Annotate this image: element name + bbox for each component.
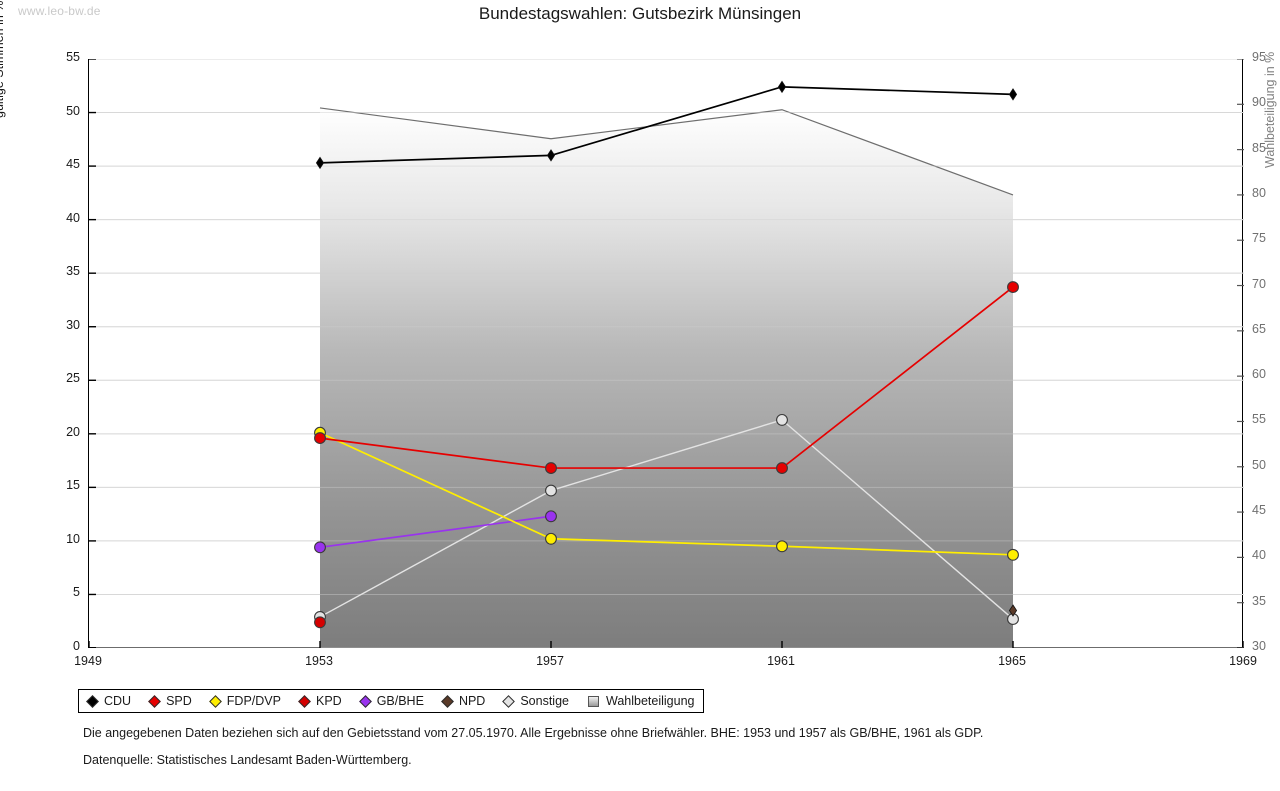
left-axis-tick-label: 40 <box>66 210 80 225</box>
legend-item-kpd[interactable]: KPD <box>298 694 342 708</box>
right-axis-tick-label: 90 <box>1252 95 1266 110</box>
data-point-spd[interactable] <box>314 432 326 445</box>
left-axis-tick-label: 45 <box>66 157 80 172</box>
legend-label: NPD <box>458 694 486 708</box>
footnote-data-note: Die angegebenen Daten beziehen sich auf … <box>83 726 984 740</box>
x-axis-tick-label: 1969 <box>1229 654 1257 668</box>
x-axis-tick-label: 1949 <box>74 654 102 668</box>
data-point-fdp-dvp[interactable] <box>1007 548 1019 561</box>
series-line-sonstige <box>319 419 1014 620</box>
right-axis-tick-label: 75 <box>1252 231 1266 246</box>
left-axis-tick-label: 25 <box>66 371 80 386</box>
legend-diamond-icon <box>86 694 99 708</box>
site-watermark: www.leo-bw.de <box>18 4 101 18</box>
legend-item-spd[interactable]: SPD <box>148 694 192 708</box>
legend-label: SPD <box>166 694 192 708</box>
legend-diamond-icon <box>358 694 372 708</box>
legend-item-fdp-dvp[interactable]: FDP/DVP <box>208 694 281 708</box>
series-line-wahlbeteiligung <box>319 107 1014 196</box>
x-axis-tick-label: 1961 <box>767 654 795 668</box>
chart-legend: CDU SPD FDP/DVP KPD GB/BHE NPD Sonstige Wahlbet… <box>78 689 705 713</box>
data-point-spd[interactable] <box>1007 281 1019 294</box>
right-axis-tick-label: 95 <box>1252 50 1266 64</box>
data-point-sonstige[interactable] <box>545 484 557 497</box>
right-axis-tick-label: 30 <box>1252 639 1266 653</box>
plot-area <box>88 59 1244 648</box>
x-axis-tick-label: 1953 <box>305 654 333 668</box>
chart-title: Bundestagswahlen: Gutsbezirk Münsingen <box>478 4 802 23</box>
x-axis-tick-label: 1957 <box>536 654 564 668</box>
data-point-npd[interactable] <box>1008 604 1018 617</box>
data-point-gb-bhe[interactable] <box>545 510 557 523</box>
data-point-spd[interactable] <box>545 462 557 475</box>
footnote-data-source: Datenquelle: Statistisches Landesamt Bad… <box>83 753 412 767</box>
legend-item-sonstige[interactable]: Sonstige <box>502 694 569 708</box>
data-point-cdu[interactable] <box>777 80 787 94</box>
right-axis-tick-label: 55 <box>1252 412 1266 427</box>
series-line-spd <box>319 286 1014 469</box>
series-line-fdp-dvp <box>319 431 1014 556</box>
left-axis-title: gültige Stimmen in % <box>0 1 6 118</box>
legend-square-icon <box>588 695 599 707</box>
legend-label: CDU <box>104 694 132 708</box>
data-point-fdp-dvp[interactable] <box>545 532 557 545</box>
legend-label: GB/BHE <box>376 694 424 708</box>
right-axis-tick-label: 35 <box>1252 593 1266 608</box>
right-axis-tick-label: 60 <box>1252 367 1266 382</box>
legend-label: Wahlbeteiligung <box>606 694 695 708</box>
left-axis-tick-label: 5 <box>73 585 80 600</box>
plot-canvas <box>89 59 1244 648</box>
data-point-cdu[interactable] <box>315 156 325 170</box>
right-axis-tick-label: 85 <box>1252 140 1266 155</box>
legend-item-cdu[interactable]: CDU <box>86 694 132 708</box>
x-axis-tick-label: 1965 <box>998 654 1026 668</box>
left-axis-tick-label: 35 <box>66 264 80 279</box>
right-axis-tick-label: 80 <box>1252 185 1266 200</box>
right-axis-tick-label: 45 <box>1252 503 1266 518</box>
data-point-gb-bhe[interactable] <box>314 541 326 554</box>
right-axis-tick-label: 65 <box>1252 321 1266 336</box>
data-point-sonstige[interactable] <box>776 413 788 426</box>
right-axis-tick-label: 70 <box>1252 276 1266 291</box>
data-point-cdu[interactable] <box>1008 88 1018 101</box>
left-axis-tick-label: 55 <box>66 50 80 64</box>
legend-label: Sonstige <box>520 694 569 708</box>
series-area-wahlbeteiligung <box>320 107 1013 648</box>
legend-diamond-icon <box>441 694 454 708</box>
data-point-spd[interactable] <box>776 462 788 475</box>
legend-diamond-icon <box>148 694 161 708</box>
legend-label: KPD <box>315 694 342 708</box>
left-axis-tick-label: 10 <box>66 531 80 546</box>
legend-item-gb-bhe[interactable]: GB/BHE <box>358 694 424 708</box>
data-point-kpd[interactable] <box>314 616 326 629</box>
axis-tickmarks <box>89 59 1244 648</box>
data-point-fdp-dvp[interactable] <box>776 540 788 553</box>
legend-label: FDP/DVP <box>226 694 281 708</box>
left-axis-tick-label: 20 <box>66 424 80 439</box>
right-axis-tick-label: 50 <box>1252 457 1266 472</box>
right-axis-tick-label: 40 <box>1252 548 1266 563</box>
left-axis-tick-label: 50 <box>66 103 80 118</box>
left-axis-tick-label: 30 <box>66 317 80 332</box>
legend-item-npd[interactable]: NPD <box>441 694 486 708</box>
left-axis-tick-label: 15 <box>66 478 80 493</box>
legend-diamond-icon <box>208 694 222 708</box>
left-axis-tick-label: 0 <box>73 639 80 653</box>
gridlines-overlay <box>89 59 1244 648</box>
legend-item-wahlbeteiligung[interactable]: Wahlbeteiligung <box>588 694 694 708</box>
legend-diamond-icon <box>502 694 516 708</box>
data-point-cdu[interactable] <box>546 149 556 162</box>
series-line-cdu <box>319 85 1014 164</box>
legend-diamond-icon <box>298 694 311 708</box>
